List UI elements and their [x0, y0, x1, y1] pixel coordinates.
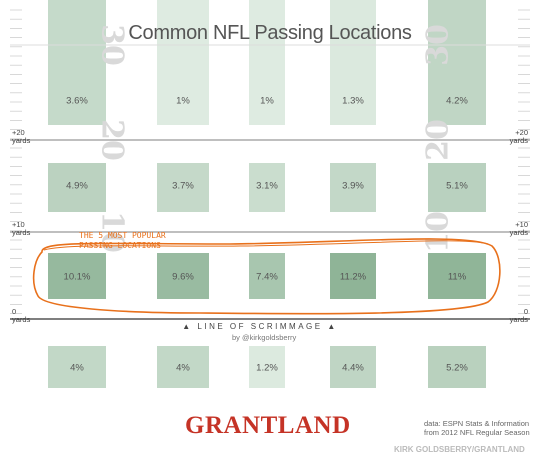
line-of-scrimmage-label: ▲ LINE OF SCRIMMAGE ▲	[182, 322, 338, 331]
heat-cell-r3c3	[330, 346, 376, 388]
value-label-r3c4: 5.2%	[446, 363, 468, 374]
value-label-r1c3: 3.9%	[342, 181, 364, 192]
source-note: data: ESPN Stats & Information from 2012…	[424, 419, 530, 437]
value-label-r2c4: 11%	[448, 272, 467, 283]
yard-label-unit-right: yards	[510, 315, 529, 324]
annotation-line-2: PASSING LOCATIONS	[79, 241, 161, 250]
value-label-r2c0: 10.1%	[64, 272, 91, 283]
brand-logo: GRANTLAND	[185, 412, 351, 439]
value-label-r3c2: 1.2%	[256, 363, 278, 374]
yard-label-unit-left: yards	[12, 228, 31, 237]
yard-number-30-left: 30	[95, 24, 130, 66]
yard-number-20-right: 20	[421, 119, 456, 161]
heat-cell-r0c3	[330, 0, 376, 125]
heat-cell-r0c4	[428, 0, 486, 125]
heat-cell-r3c2	[249, 346, 285, 388]
heat-cell-r3c4	[428, 346, 486, 388]
yard-label-num-left: 0	[12, 307, 16, 316]
value-label-r1c0: 4.9%	[66, 181, 88, 192]
value-label-r3c1: 4%	[176, 363, 190, 374]
value-label-r0c2: 1%	[260, 96, 274, 107]
value-label-r2c1: 9.6%	[172, 272, 194, 283]
value-label-r0c3: 1.3%	[342, 96, 364, 107]
yard-label-num-left: +10	[12, 220, 25, 229]
source-line-2: from 2012 NFL Regular Season	[424, 428, 530, 437]
yard-label-num-left: +20	[12, 128, 25, 137]
value-label-r0c0: 3.6%	[66, 96, 88, 107]
value-label-r1c4: 5.1%	[446, 181, 468, 192]
heat-cell-r1c2	[249, 163, 285, 212]
heat-cell-r1c1	[157, 163, 209, 212]
heat-cell-r0c2	[249, 0, 285, 125]
value-label-r2c2: 7.4%	[256, 272, 278, 283]
heat-cell-r2c4	[428, 253, 486, 299]
yard-label-unit-right: yards	[510, 228, 529, 237]
annotation-note: THE 5 MOST POPULAR PASSING LOCATIONS	[79, 231, 166, 251]
yard-label-num-right: +20	[515, 128, 528, 137]
yard-number-20-left: 20	[95, 119, 130, 161]
heat-cell-r2c1	[157, 253, 209, 299]
yard-number-10-right: 10	[421, 211, 456, 253]
heat-cell-r1c0	[48, 163, 106, 212]
value-label-r2c3: 11.2%	[340, 272, 367, 283]
source-line-1: data: ESPN Stats & Information	[424, 419, 530, 428]
chart-title: Common NFL Passing Locations	[128, 22, 412, 44]
heat-cell-r2c2	[249, 253, 285, 299]
heat-cell-r1c4	[428, 163, 486, 212]
heat-cell-r3c1	[157, 346, 209, 388]
heat-cell-r3c0	[48, 346, 106, 388]
value-label-r1c1: 3.7%	[172, 181, 194, 192]
heat-cell-r0c1	[157, 0, 209, 125]
heat-cell-r2c3	[330, 253, 376, 299]
value-label-r0c1: 1%	[176, 96, 190, 107]
highlight-loop-stroke	[43, 240, 489, 251]
line-of-scrimmage-text: LINE OF SCRIMMAGE	[197, 322, 323, 331]
value-label-r3c0: 4%	[70, 363, 84, 374]
heat-cell-r2c0	[48, 253, 106, 299]
heat-cell-r1c3	[330, 163, 376, 212]
annotation-line-1: THE 5 MOST POPULAR	[79, 231, 166, 240]
credit-line: KIRK GOLDSBERRY/GRANTLAND	[394, 445, 525, 454]
yard-label-unit-right: yards	[510, 136, 529, 145]
value-label-r1c2: 3.1%	[256, 181, 278, 192]
heat-cell-r0c0	[48, 0, 106, 125]
yard-label-num-right: 0	[524, 307, 528, 316]
yard-label-unit-left: yards	[12, 136, 31, 145]
value-label-r3c3: 4.4%	[342, 363, 364, 374]
yard-label-unit-left: yards	[12, 315, 31, 324]
byline: by @kirkgoldsberry	[232, 333, 297, 342]
yard-label-num-right: +10	[515, 220, 528, 229]
yard-number-30-right: 30	[421, 24, 456, 66]
value-label-r0c4: 4.2%	[446, 96, 468, 107]
highlight-loop	[32, 238, 501, 315]
